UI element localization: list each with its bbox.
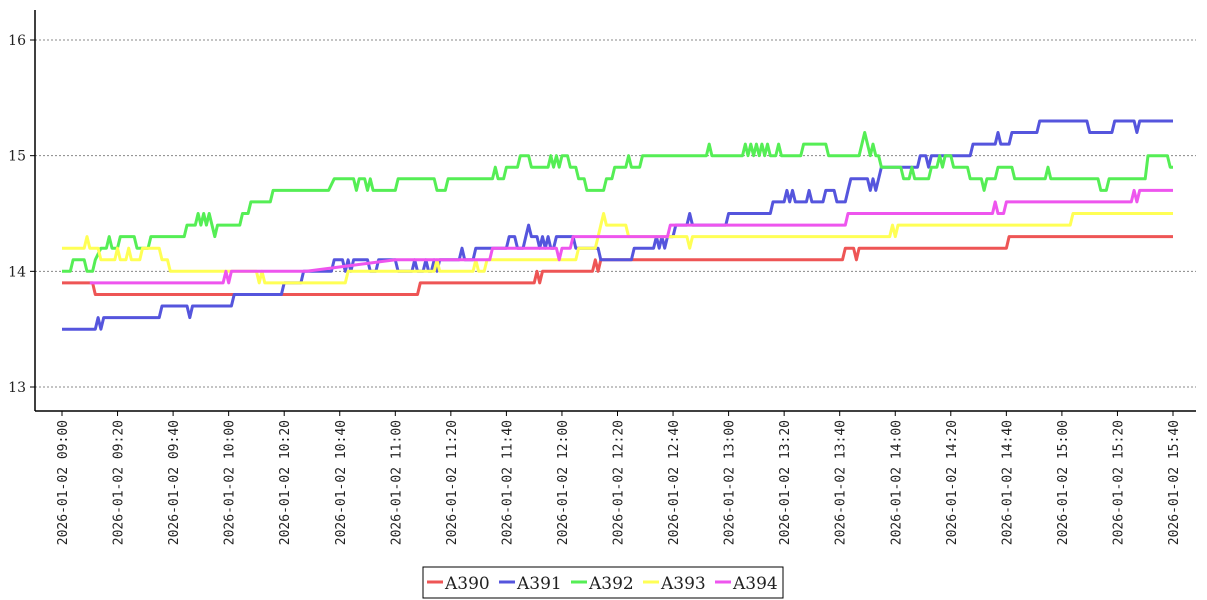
series-line-a392 [62, 131, 1173, 273]
y-tick-label: 15 [8, 149, 26, 165]
series-lines [62, 119, 1173, 331]
x-tick-label: 2026-01-02 11:00 [389, 420, 404, 545]
legend-label: A394 [732, 574, 778, 594]
x-tick-label: 2026-01-02 13:00 [723, 420, 738, 545]
series-line-a394 [89, 188, 1173, 285]
x-tick-label: 2026-01-02 13:40 [834, 420, 849, 545]
legend-label: A392 [588, 574, 634, 594]
x-tick-label: 2026-01-02 11:40 [500, 420, 515, 545]
legend-label: A391 [516, 574, 562, 594]
x-tick-label: 2026-01-02 10:00 [223, 420, 238, 545]
x-tick-label: 2026-01-02 12:40 [667, 420, 682, 545]
y-ticks: 13 14 15 16 [8, 33, 35, 396]
x-tick-label: 2026-01-02 14:00 [889, 420, 904, 545]
x-tick-label: 2026-01-02 12:00 [556, 420, 571, 545]
x-tick-label: 2026-01-02 11:20 [445, 420, 460, 545]
x-tick-label: 2026-01-02 15:40 [1167, 420, 1182, 545]
x-tick-label: 2026-01-02 14:20 [945, 420, 960, 545]
series-line-a390 [62, 235, 1173, 296]
x-tick-label: 2026-01-02 09:20 [112, 420, 127, 545]
axes [34, 10, 1196, 412]
legend: A390 A391 A392 A393 A394 [422, 566, 784, 599]
series-line-a393 [62, 212, 1173, 285]
x-tick-label: 2026-01-02 12:20 [612, 420, 627, 545]
x-tick-label: 2026-01-02 09:00 [56, 420, 71, 545]
x-tick-label: 2026-01-02 14:40 [1000, 420, 1015, 545]
y-tick-label: 16 [8, 33, 26, 49]
legend-label: A390 [444, 574, 490, 594]
y-tick-label: 13 [8, 380, 26, 396]
legend-label: A393 [660, 574, 706, 594]
x-tick-label: 2026-01-02 13:20 [778, 420, 793, 545]
x-tick-label: 2026-01-02 15:00 [1056, 420, 1071, 545]
x-tick-label: 2026-01-02 10:40 [334, 420, 349, 545]
y-tick-label: 14 [8, 264, 26, 280]
x-tick-label: 2026-01-02 10:20 [278, 420, 293, 545]
x-tick-label: 2026-01-02 09:40 [167, 420, 182, 545]
x-tick-label: 2026-01-02 15:20 [1111, 420, 1126, 545]
x-ticks: 2026-01-02 09:00 2026-01-02 09:20 2026-01-… [56, 411, 1182, 545]
